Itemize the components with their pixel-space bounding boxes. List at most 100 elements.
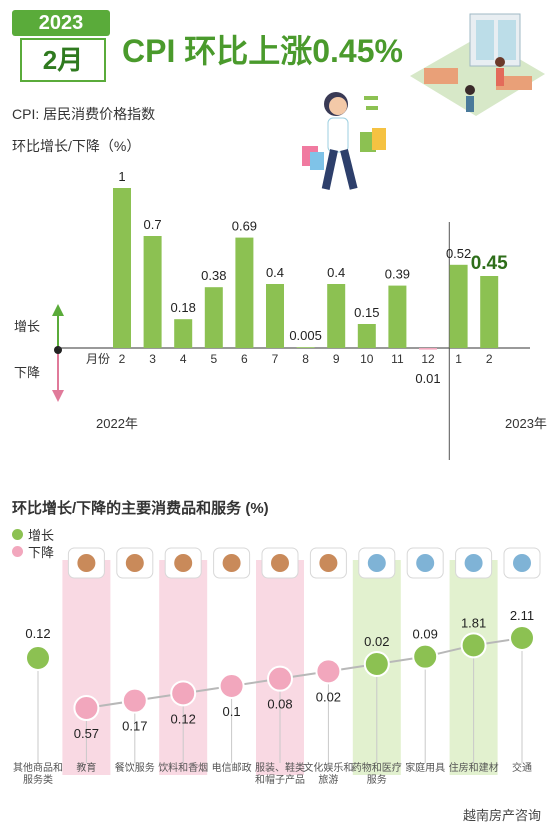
trend-line — [86, 637, 523, 709]
medicine-icon — [358, 547, 396, 579]
bar-value-label: 0.18 — [171, 300, 196, 315]
category-label: 电信邮政 — [212, 761, 252, 774]
category-label: 服装、鞋类 — [255, 761, 305, 774]
month-tick-label: 3 — [149, 352, 156, 366]
shopper-illustration — [302, 92, 386, 190]
bar — [143, 236, 162, 348]
subtitle-unit: 环比增长/下降（%） — [12, 138, 141, 154]
bar-value-label: 0.39 — [385, 267, 410, 282]
bar — [266, 284, 284, 348]
category-dot — [121, 687, 148, 714]
month-tick-label: 4 — [180, 352, 187, 366]
bar — [449, 264, 468, 348]
bar — [480, 276, 499, 348]
icon-shape — [513, 554, 531, 572]
date-badge: 2023 2月 — [12, 10, 110, 82]
category-dot — [218, 673, 245, 699]
category-value-label: 1.81 — [461, 615, 486, 630]
legend-down-dot — [12, 546, 23, 557]
media-play-icon — [309, 547, 347, 579]
food-plate-icon — [116, 547, 154, 579]
month-tick-label: 2 — [119, 352, 126, 366]
category-label: 餐饮服务 — [115, 761, 155, 774]
month-tick-label: 7 — [272, 352, 279, 366]
category-value-label: 0.09 — [413, 627, 438, 642]
icon-shape — [367, 554, 386, 572]
subtitle-cpi: CPI: 居民消费价格指数 — [12, 106, 156, 122]
month-tick-label: 6 — [241, 352, 248, 366]
category-dot — [25, 645, 51, 671]
category-dot — [363, 651, 390, 677]
shoes-icon — [261, 547, 299, 579]
category-value-label: 2.11 — [510, 608, 534, 623]
legend-up-dot — [12, 529, 23, 540]
month-tick-label: 11 — [391, 352, 404, 366]
icon-shape — [174, 554, 193, 572]
category-label: 其他商品和 — [13, 761, 63, 774]
icon-shape — [222, 554, 241, 572]
category-value-label: 0.12 — [25, 626, 50, 641]
bar — [235, 237, 254, 348]
category-value-label: 0.17 — [122, 719, 147, 734]
bar-value-label: 0.01 — [415, 371, 440, 386]
category-label: 教育 — [76, 761, 96, 774]
category-label: 旅游 — [318, 773, 338, 786]
graduation-cap-icon — [67, 547, 105, 579]
category-value-label: 0.12 — [171, 711, 196, 726]
category-dot — [170, 680, 197, 707]
category-label: 饮料和香烟 — [158, 761, 208, 774]
brand-label: 越南房产咨询 — [462, 808, 541, 823]
category-dot — [73, 695, 100, 721]
icon-shape — [319, 554, 338, 572]
section2-title: 环比增长/下降的主要消费品和服务 (%) — [12, 500, 269, 517]
bar-value-label: 0.7 — [144, 217, 162, 232]
washing-machine-icon — [406, 547, 444, 579]
beverage-icon — [164, 547, 202, 579]
icon-shape — [271, 554, 289, 572]
year-label-2023: 2023年 — [505, 416, 547, 431]
month-tick-label: 5 — [210, 352, 217, 366]
up-label: 增长 — [14, 319, 41, 334]
category-label: 服务类 — [23, 773, 53, 786]
category-dot — [460, 632, 487, 659]
category-label: 交通 — [512, 761, 532, 774]
category-value-label: 0.57 — [74, 726, 99, 741]
bar-value-label: 1 — [118, 169, 125, 184]
badge-year: 2023 — [12, 10, 110, 36]
category-dot — [509, 625, 535, 651]
category-label: 服务 — [367, 773, 387, 786]
bar — [113, 188, 131, 348]
category-value-label: 0.02 — [316, 689, 341, 704]
bar-value-label: 0.4 — [327, 265, 345, 280]
store-illustration — [410, 13, 545, 116]
category-value-label: 0.1 — [223, 704, 241, 719]
monthly-cpi-bar-chart: 月份120.730.1840.3850.6960.470.00580.490.1… — [58, 169, 530, 460]
bar — [327, 284, 346, 348]
bar — [419, 348, 437, 350]
category-value-label: 0.02 — [364, 634, 389, 649]
bar — [204, 287, 223, 348]
bar-value-label: 0.4 — [266, 265, 284, 280]
page-title: CPI 环比上涨0.45% — [122, 33, 403, 69]
icon-shape — [77, 554, 96, 572]
icon-shape — [416, 554, 435, 572]
category-dot — [315, 658, 342, 685]
bar-value-label: 0.45 — [471, 253, 508, 274]
bar — [296, 347, 315, 348]
legend-up-label: 增长 — [28, 528, 55, 543]
bar — [174, 319, 193, 348]
category-value-label: 0.08 — [267, 697, 292, 712]
building-bricks-icon — [455, 547, 493, 579]
month-tick-label: 1 — [455, 352, 462, 366]
bar-value-label: 0.005 — [289, 328, 322, 343]
category-label: 药物和医疗 — [352, 761, 402, 774]
month-tick-label: 10 — [360, 352, 374, 366]
bar — [388, 285, 407, 348]
radio-tower-icon — [213, 547, 251, 579]
bar-value-label: 0.69 — [232, 219, 257, 234]
icon-shape — [464, 554, 483, 572]
icon-shape — [125, 554, 144, 572]
category-label: 家庭用具 — [405, 761, 445, 774]
bar — [357, 324, 376, 348]
